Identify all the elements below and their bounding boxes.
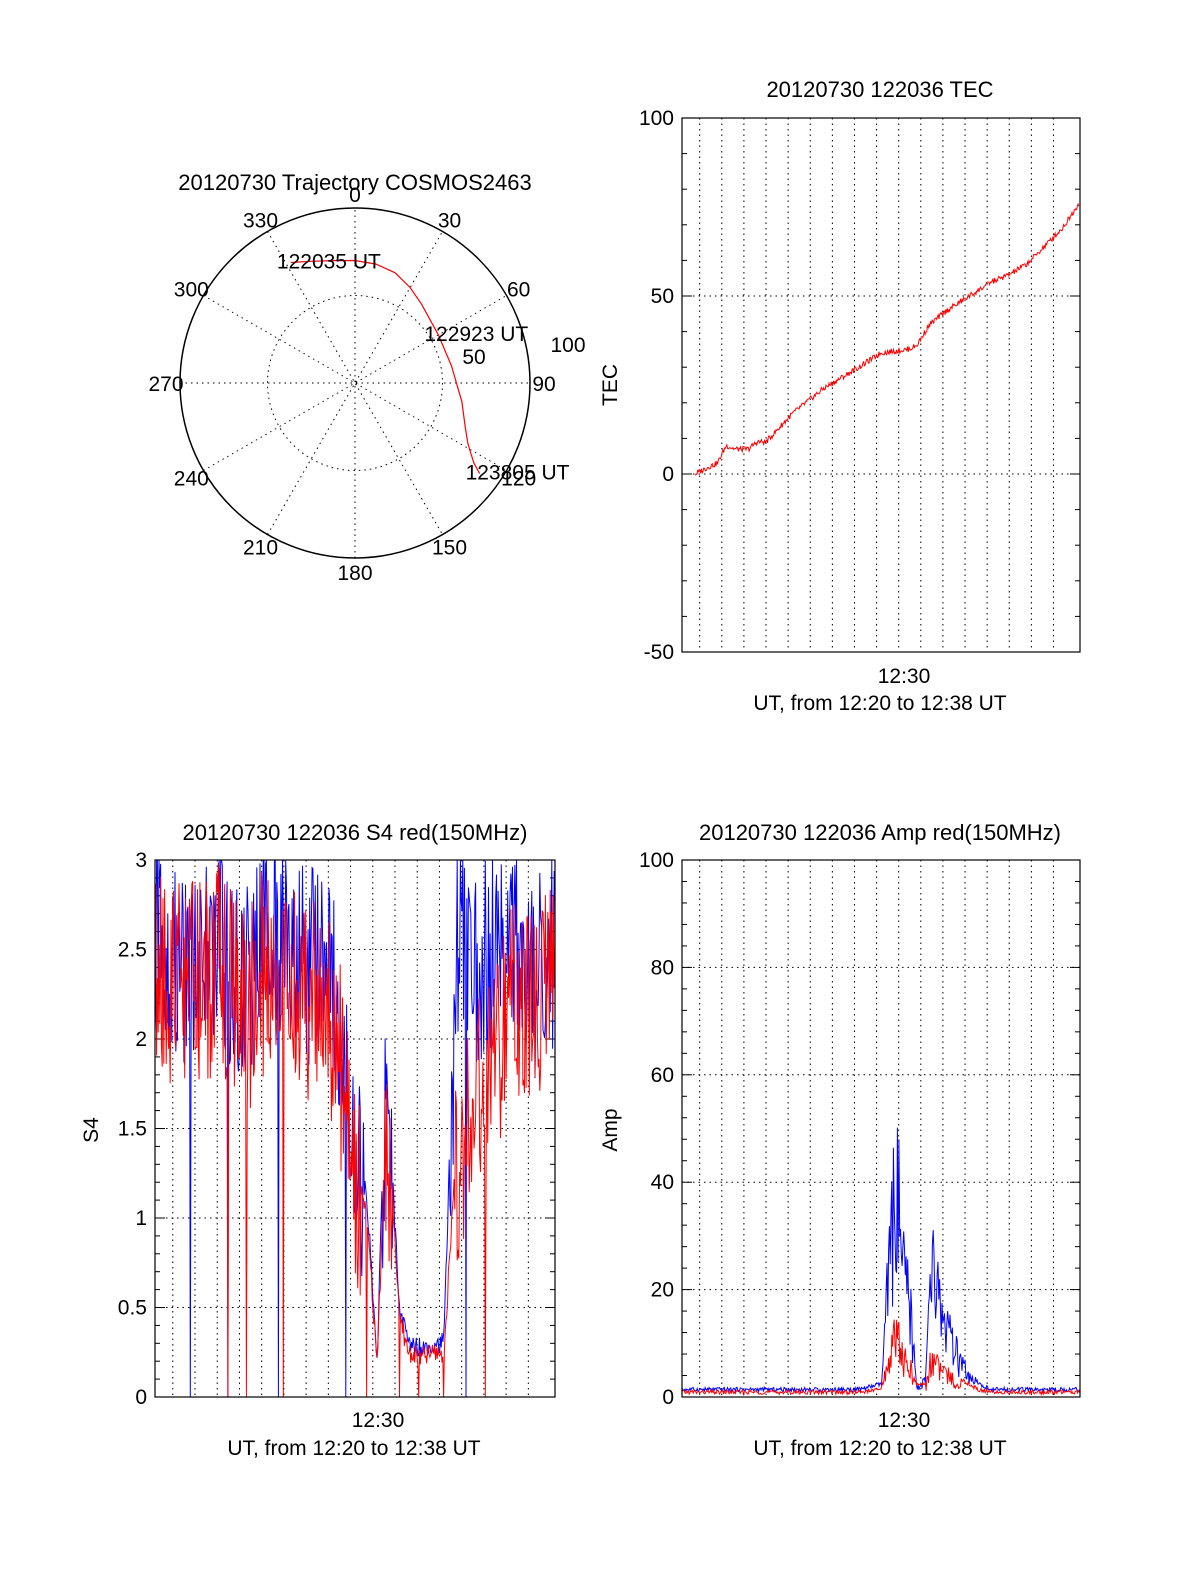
series-line-red [694, 202, 1080, 476]
polar-azimuth-label: 240 [174, 468, 209, 491]
y-tick-label: 0 [662, 463, 674, 486]
y-tick-label: 80 [651, 956, 674, 979]
tec-grid [682, 118, 1080, 652]
amp-y-axis-label: Amp [599, 1108, 622, 1151]
polar-time-label: 122923 UT [424, 323, 528, 346]
series-line-blue [681, 1127, 1081, 1394]
tec-series [694, 202, 1080, 476]
polar-azimuth-label: 330 [243, 209, 278, 232]
polar-trajectory-panel: 20120730 Trajectory COSMOS2463 030609012… [148, 170, 585, 585]
s4-series [154, 859, 556, 1398]
polar-grid-spoke [203, 295, 507, 471]
y-tick-label: 0.5 [118, 1297, 147, 1320]
polar-azimuth-labels: 0 30 60 90 120 150 180 210 240 270 300 330 [148, 184, 555, 585]
polar-azimuth-label: 300 [174, 279, 209, 302]
polar-trajectory-line [290, 259, 481, 474]
s4-x-tick-label: 12:30 [352, 1409, 405, 1432]
polar-time-label: 122035 UT [277, 250, 381, 273]
y-tick-label: 3 [135, 849, 147, 872]
amp-title: 20120730 122036 Amp red(150MHz) [699, 820, 1061, 845]
polar-radial-labels: 50 100 [462, 334, 585, 369]
series-line-red [154, 862, 556, 1398]
y-tick-label: 100 [639, 107, 674, 130]
y-tick-label: 1 [135, 1207, 147, 1230]
y-tick-label: 50 [651, 285, 674, 308]
polar-grid-spoke [267, 231, 443, 535]
polar-azimuth-label: 270 [148, 373, 183, 396]
y-tick-label: 100 [639, 849, 674, 872]
y-tick-label: 0 [662, 1386, 674, 1409]
s4-plot-frame [154, 859, 556, 1398]
s4-y-axis-label: S4 [80, 1117, 103, 1143]
polar-grid-circle [267, 295, 443, 471]
amp-y-ticks: 0 20 40 60 80 100 [639, 849, 1080, 1409]
polar-trajectory [290, 259, 481, 474]
polar-azimuth-label: 210 [243, 537, 278, 560]
amp-series [681, 1127, 1081, 1397]
y-tick-label: 2.5 [118, 939, 147, 962]
amp-panel: 20120730 122036 Amp red(150MHz) 0 20 40 60 8… [599, 820, 1081, 1460]
polar-azimuth-label: 60 [507, 279, 530, 302]
tec-panel: 20120730 122036 TEC -50 0 50 100 12:30 UT, … [599, 77, 1081, 715]
s4-x-axis-label: UT, from 12:20 to 12:38 UT [227, 1437, 480, 1460]
polar-azimuth-label: 150 [432, 537, 467, 560]
polar-radial-label: 100 [550, 334, 585, 357]
tec-plot-frame [681, 117, 1081, 653]
tec-title: 20120730 122036 TEC [766, 77, 993, 102]
polar-radial-label: 50 [462, 346, 485, 369]
amp-grid [682, 860, 1080, 1397]
polar-grid-spoke [203, 295, 507, 471]
polar-azimuth-label: 90 [532, 373, 555, 396]
polar-title: 20120730 Trajectory COSMOS2463 [178, 170, 531, 195]
polar-grid [179, 207, 531, 559]
polar-annotations: 122035 UT 122923 UT 123805 UT [277, 250, 570, 484]
polar-azimuth-label: 120 [501, 468, 536, 491]
y-tick-label: 40 [651, 1171, 674, 1194]
y-tick-label: 60 [651, 1064, 674, 1087]
y-tick-label: 20 [651, 1279, 674, 1302]
series-line-red [681, 1319, 1081, 1397]
tec-x-tick-label: 12:30 [878, 665, 931, 688]
y-tick-label: 0 [135, 1386, 147, 1409]
tec-y-ticks: -50 0 50 100 [639, 107, 1080, 664]
tec-y-axis-label: TEC [599, 364, 622, 406]
amp-plot-frame [681, 859, 1081, 1398]
s4-title: 20120730 122036 S4 red(150MHz) [183, 820, 528, 845]
y-tick-label: 1.5 [118, 1118, 147, 1141]
s4-panel: 20120730 122036 S4 red(150MHz) 0 0.5 1 1.5 2… [80, 820, 556, 1460]
amp-x-axis-label: UT, from 12:20 to 12:38 UT [753, 1437, 1006, 1460]
polar-azimuth-label: 0 [349, 184, 361, 207]
polar-grid-spoke [267, 231, 443, 535]
y-tick-label: -50 [644, 641, 674, 664]
polar-time-label: 123805 UT [466, 462, 570, 485]
polar-azimuth-label: 30 [438, 209, 461, 232]
amp-x-tick-label: 12:30 [878, 1409, 931, 1432]
y-tick-label: 2 [135, 1028, 147, 1051]
polar-azimuth-label: 180 [337, 562, 372, 585]
tec-x-axis-label: UT, from 12:20 to 12:38 UT [753, 692, 1006, 715]
